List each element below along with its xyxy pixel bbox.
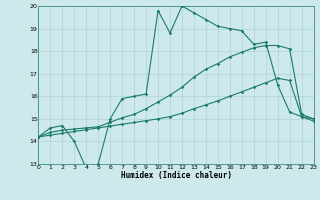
X-axis label: Humidex (Indice chaleur): Humidex (Indice chaleur) [121,171,231,180]
